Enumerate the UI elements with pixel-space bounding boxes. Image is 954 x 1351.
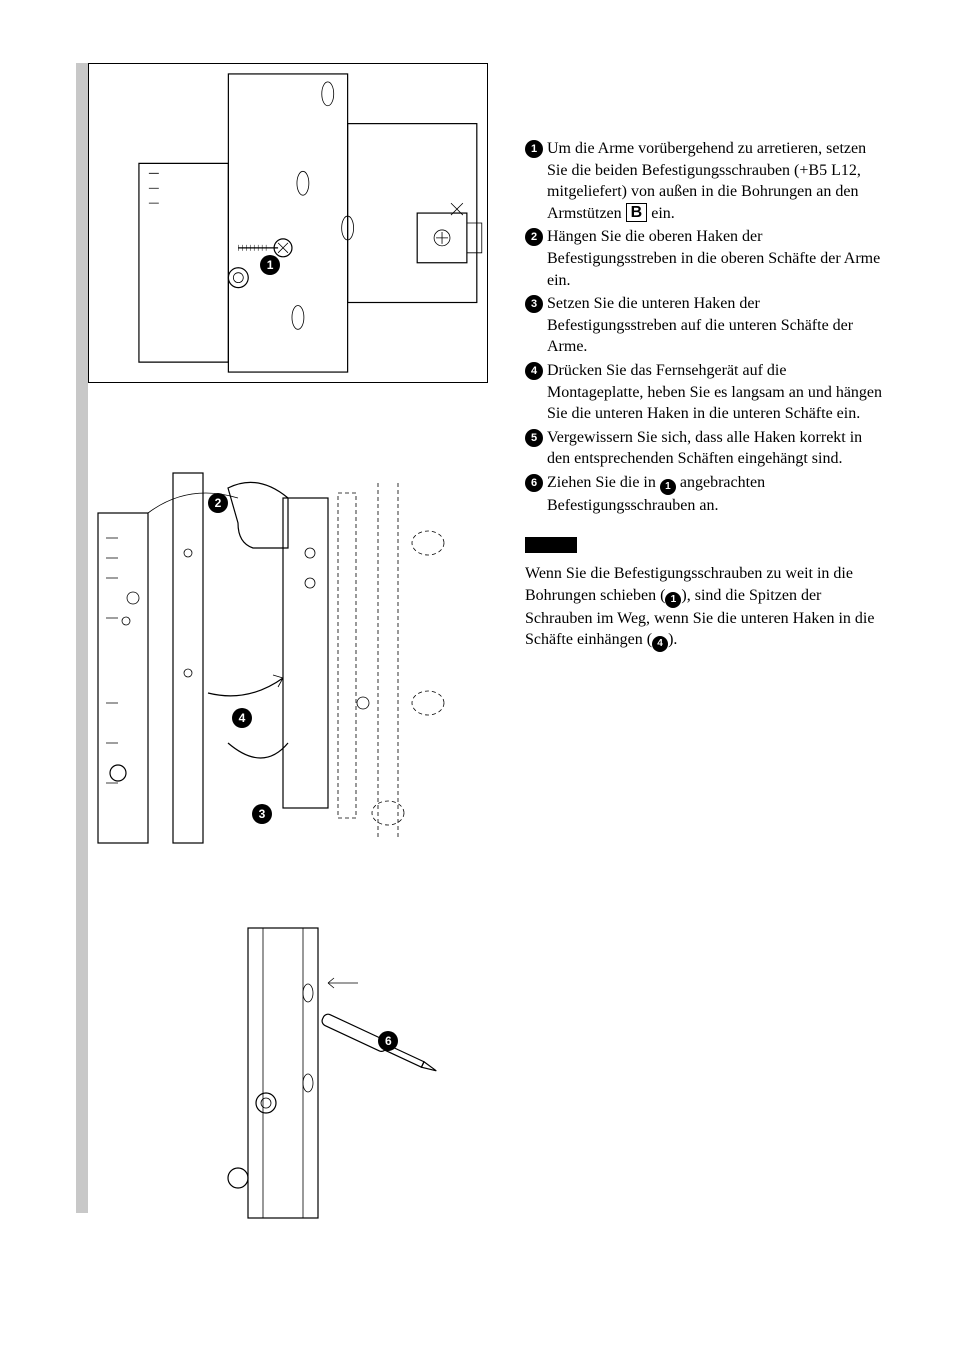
step-text-post: ein. — [647, 205, 675, 222]
inline-step-ref-icon: 1 — [665, 592, 681, 608]
figure-column: 1 — [88, 63, 488, 1283]
figure-3: 6 — [148, 923, 468, 1223]
figure-2: 2 4 3 — [88, 443, 488, 863]
step-text: Setzen Sie die unteren Haken der Befesti… — [547, 293, 885, 358]
note-text: Wenn Sie die Befestigungsschrauben zu we… — [525, 563, 885, 652]
step-text: Vergewissern Sie sich, dass alle Haken k… — [547, 427, 885, 470]
left-gray-sidebar — [76, 63, 88, 1213]
callout-number: 2 — [215, 496, 222, 510]
step-text: Drücken Sie das Fernsehgerät auf die Mon… — [547, 360, 885, 425]
instruction-text-column: 1 Um die Arme vorübergehend zu arretiere… — [525, 138, 885, 652]
note-block: Wenn Sie die Befestigungsschrauben zu we… — [525, 537, 885, 653]
note-header-blackbox — [525, 537, 577, 553]
callout-number: 6 — [385, 1034, 392, 1048]
step-5: 5 Vergewissern Sie sich, dass alle Haken… — [525, 427, 885, 470]
figure-1-svg — [89, 64, 487, 382]
step-number-icon: 3 — [525, 295, 543, 313]
step-6: 6 Ziehen Sie die in 1 angebrachten Befes… — [525, 472, 885, 517]
step-text-pre: Ziehen Sie die in — [547, 474, 660, 491]
figure-3-svg — [148, 923, 468, 1223]
step-number-icon: 4 — [525, 362, 543, 380]
step-text: Um die Arme vorübergehend zu arretieren,… — [547, 138, 885, 224]
note-part: ). — [668, 631, 677, 648]
step-4: 4 Drücken Sie das Fernsehgerät auf die M… — [525, 360, 885, 425]
step-2: 2 Hängen Sie die oberen Haken der Befest… — [525, 226, 885, 291]
step-1: 1 Um die Arme vorübergehend zu arretiere… — [525, 138, 885, 224]
step-number-icon: 2 — [525, 228, 543, 246]
callout-number: 1 — [267, 258, 274, 272]
figure-2-callout-4: 4 — [232, 708, 252, 728]
step-3: 3 Setzen Sie die unteren Haken der Befes… — [525, 293, 885, 358]
step-number-icon: 1 — [525, 140, 543, 158]
boxed-label-b: B — [626, 203, 648, 223]
callout-number: 4 — [239, 711, 246, 725]
figure-2-svg — [88, 443, 488, 863]
figure-1-callout-1: 1 — [260, 255, 280, 275]
inline-step-ref-icon: 4 — [652, 636, 668, 652]
step-text: Ziehen Sie die in 1 angebrachten Befesti… — [547, 472, 885, 517]
inline-step-ref-icon: 1 — [660, 479, 676, 495]
step-text: Hängen Sie die oberen Haken der Befestig… — [547, 226, 885, 291]
step-number-icon: 5 — [525, 429, 543, 447]
step-number-icon: 6 — [525, 474, 543, 492]
step-text-pre: Um die Arme vorübergehend zu arretieren,… — [547, 140, 866, 222]
figure-1: 1 — [88, 63, 488, 383]
callout-number: 3 — [259, 807, 266, 821]
